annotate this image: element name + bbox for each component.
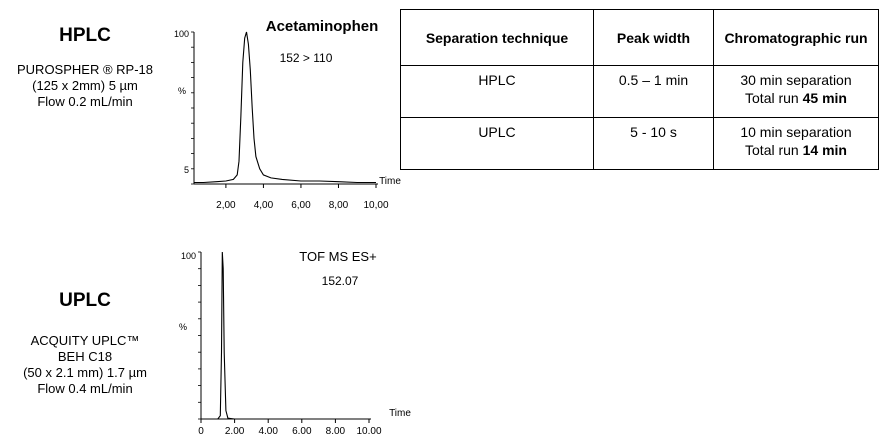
uplc-column-line: (50 x 2.1 mm) 1.7 µm xyxy=(23,365,147,380)
hplc-column-line: (125 x 2mm) 5 µm xyxy=(32,78,138,93)
chromatogram-trace xyxy=(194,31,376,184)
x-tick-label: 6.00 xyxy=(292,426,312,437)
uplc-column-line: Flow 0.4 mL/min xyxy=(37,381,133,396)
run-total-label: Total run xyxy=(745,90,803,106)
comparison-table: Separation technique Peak width Chromato… xyxy=(400,9,879,170)
run-total: Total run 14 min xyxy=(714,141,878,159)
technique-cell: HPLC xyxy=(400,65,594,118)
uplc-column-info: ACQUITY UPLC™ BEH C18 (50 x 2.1 mm) 1.7 … xyxy=(0,333,175,397)
peak-width-cell: 5 - 10 s xyxy=(593,117,714,170)
uplc-column-line: ACQUITY UPLC™ xyxy=(30,333,140,348)
x-tick-label: 10.00 xyxy=(356,426,381,437)
run-total: Total run 45 min xyxy=(714,89,878,107)
x-tick-label: 2.00 xyxy=(225,426,245,437)
uplc-column-line: BEH C18 xyxy=(57,349,113,364)
y-tick-label: 100 xyxy=(174,29,189,39)
run-cell: 10 min separation Total run 14 min xyxy=(713,117,879,170)
x-tick-label: 4,00 xyxy=(254,200,274,211)
hplc-column-line: Flow 0.2 mL/min xyxy=(37,94,133,109)
run-separation: 30 min separation xyxy=(740,72,852,88)
run-total-value: 45 min xyxy=(802,90,847,106)
column-header: Separation technique xyxy=(400,9,594,66)
y-axis-label: % xyxy=(178,86,186,96)
x-tick-label: 8.00 xyxy=(326,426,346,437)
table-row: HPLC 0.5 – 1 min 30 min separation Total… xyxy=(400,65,879,118)
run-cell: 30 min separation Total run 45 min xyxy=(713,65,879,118)
run-total-value: 14 min xyxy=(802,142,847,158)
x-tick-label: 6,00 xyxy=(291,200,311,211)
hplc-column-line: PUROSPHER ® RP-18 xyxy=(17,62,153,77)
x-tick-label: 2,00 xyxy=(216,200,236,211)
x-tick-label: 8,00 xyxy=(329,200,349,211)
table-row: UPLC 5 - 10 s 10 min separation Total ru… xyxy=(400,117,879,170)
chart-annotation: 152.07 xyxy=(322,274,359,288)
x-axis-label: Time xyxy=(389,408,411,419)
uplc-title: UPLC xyxy=(59,290,111,311)
hplc-title: HPLC xyxy=(59,25,111,46)
x-axis-label: Time xyxy=(379,176,401,187)
x-tick-label: 0 xyxy=(198,426,204,437)
y-tick-label: 100 xyxy=(181,251,196,261)
chart-title: Acetaminophen xyxy=(266,18,379,35)
column-header: Peak width xyxy=(593,9,714,66)
y-tick-label: 5 xyxy=(184,165,189,175)
run-total-label: Total run xyxy=(745,142,803,158)
chart-annotation: 152 > 110 xyxy=(280,51,333,65)
run-separation: 10 min separation xyxy=(740,124,852,140)
peak-width-cell: 0.5 – 1 min xyxy=(593,65,714,118)
x-tick-label: 10,00 xyxy=(363,200,388,211)
technique-cell: UPLC xyxy=(400,117,594,170)
y-axis-label: % xyxy=(179,322,187,332)
table-header-row: Separation technique Peak width Chromato… xyxy=(400,9,879,66)
hplc-column-info: PUROSPHER ® RP-18 (125 x 2mm) 5 µm Flow … xyxy=(0,62,175,110)
chromatogram-trace xyxy=(201,251,369,420)
column-header: Chromatographic run xyxy=(713,9,879,66)
x-tick-label: 4.00 xyxy=(258,426,278,437)
chart-title: TOF MS ES+ xyxy=(299,249,376,264)
